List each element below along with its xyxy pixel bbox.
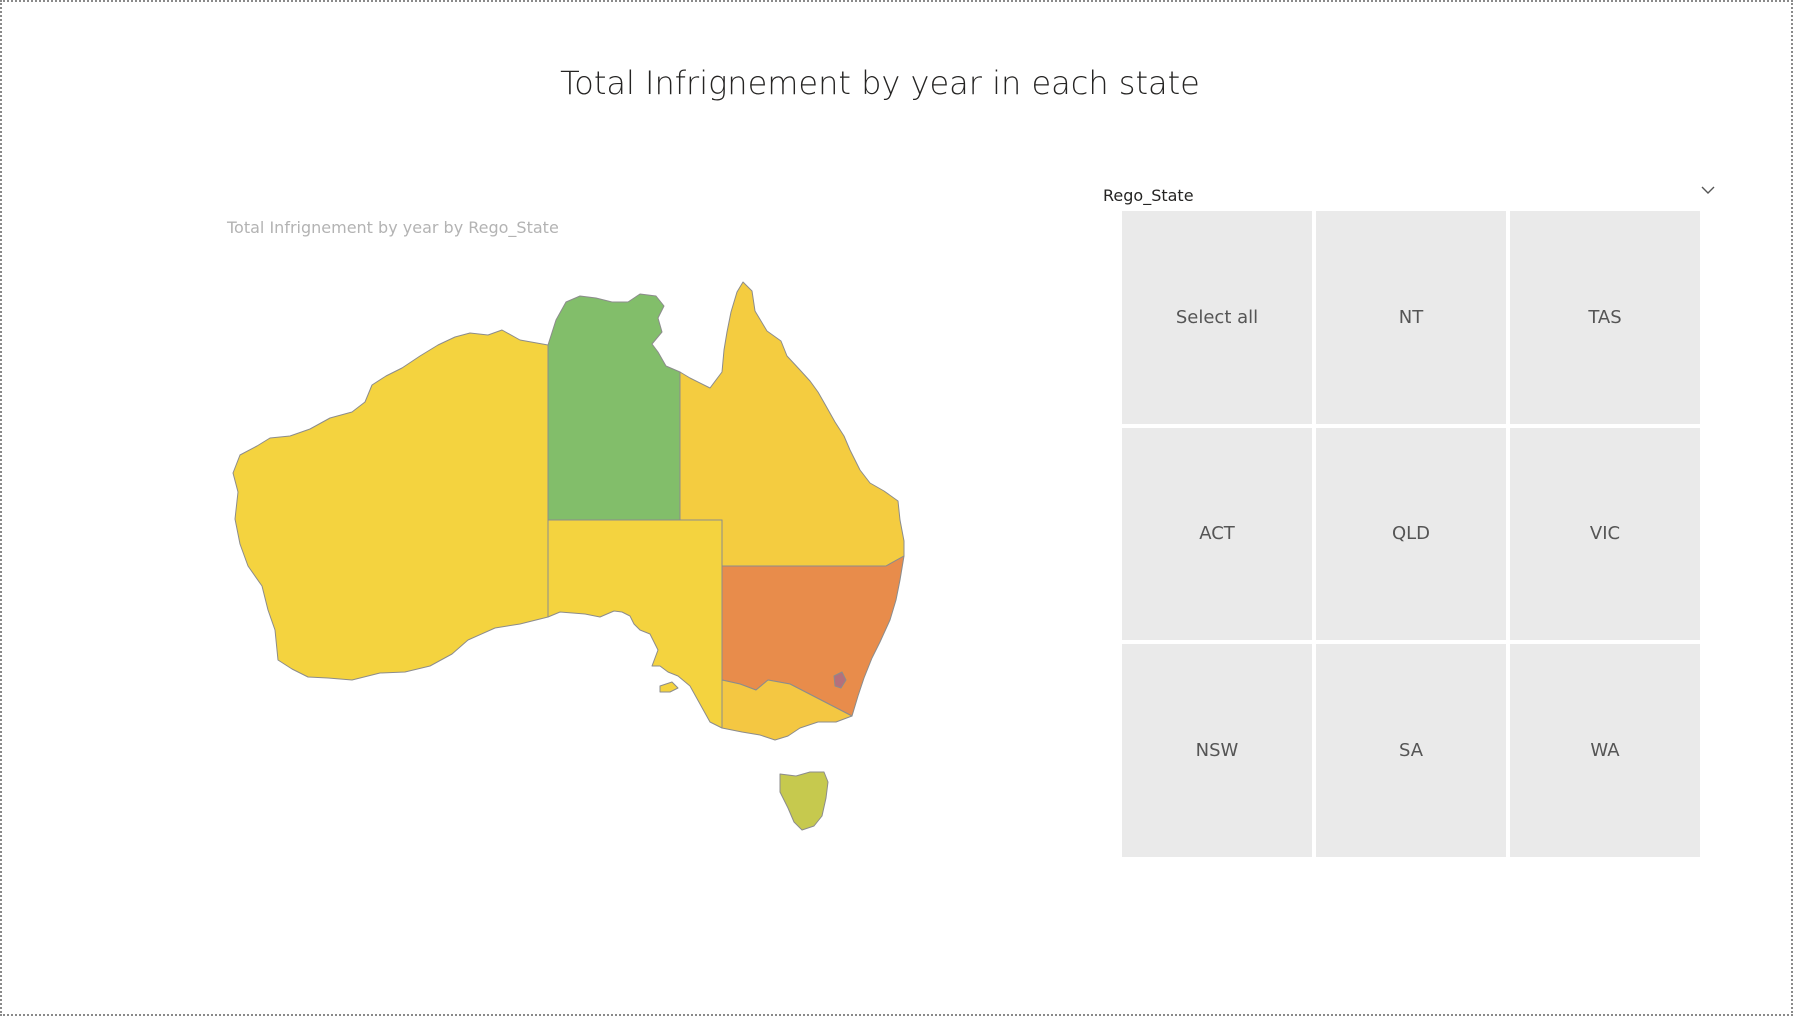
state-region-wa[interactable] (232, 329, 549, 681)
slicer-tile-nt[interactable]: NT (1316, 211, 1506, 424)
page-title: Total Infrignement by year in each state (560, 64, 1200, 102)
slicer-tile-tas[interactable]: TAS (1510, 211, 1700, 424)
slicer-header: Rego_State (1103, 186, 1194, 205)
slicer-tile-act[interactable]: ACT (1122, 427, 1312, 641)
slicer-tile-vic[interactable]: VIC (1510, 427, 1700, 641)
map-subtitle: Total Infrignement by year by Rego_State (227, 218, 559, 237)
slicer-tile-sa[interactable]: SA (1316, 644, 1506, 857)
rego-state-slicer: Rego_State Select all NT TAS ACT QLD VIC… (1100, 180, 1720, 870)
slicer-tile-nsw[interactable]: NSW (1122, 644, 1312, 857)
state-region-sa-island (659, 681, 679, 693)
state-region-sa[interactable] (547, 519, 723, 729)
state-region-tas[interactable] (779, 771, 829, 831)
state-region-qld[interactable] (679, 281, 905, 567)
state-region-act[interactable] (833, 671, 847, 689)
australia-map (232, 281, 905, 831)
filled-map-visual[interactable]: Total Infrignement by year by Rego_State (220, 208, 980, 848)
state-region-vic[interactable] (721, 679, 853, 741)
chevron-down-icon[interactable] (1700, 182, 1716, 198)
slicer-tiles: Select all NT TAS ACT QLD VIC NSW SA WA (1122, 211, 1700, 857)
state-region-nt[interactable] (547, 293, 681, 521)
slicer-tile-qld[interactable]: QLD (1316, 427, 1506, 641)
slicer-tile-wa[interactable]: WA (1510, 644, 1700, 857)
slicer-tile-select-all[interactable]: Select all (1122, 211, 1312, 424)
